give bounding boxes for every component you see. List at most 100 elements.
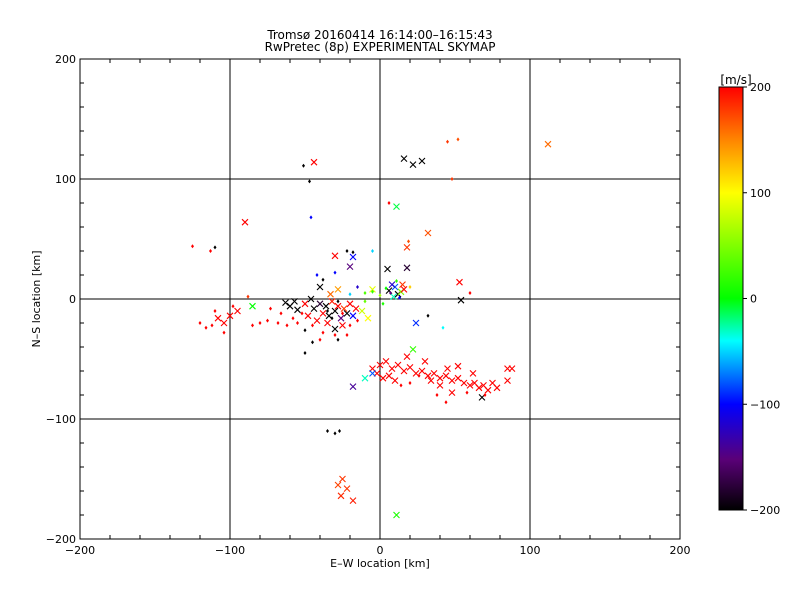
point-cross	[448, 389, 456, 396]
point-cross	[403, 353, 411, 360]
point-cross	[313, 317, 321, 324]
point-cross	[390, 293, 397, 300]
point-cross	[334, 286, 342, 293]
point-cross	[475, 384, 483, 392]
point-cross	[388, 365, 396, 372]
point-cross	[406, 364, 414, 371]
point-cross	[376, 361, 384, 369]
point-cross	[418, 157, 426, 165]
point-diamond	[398, 295, 401, 300]
point-cross	[379, 374, 387, 382]
point-diamond	[318, 337, 322, 342]
point-diamond	[408, 381, 412, 385]
point-diamond	[251, 323, 254, 328]
point-cross	[234, 307, 241, 315]
y-tick-label: −200	[46, 533, 76, 546]
point-diamond	[408, 285, 412, 289]
point-cross	[337, 314, 345, 322]
point-diamond	[356, 285, 359, 289]
point-cross	[454, 374, 462, 382]
data-points	[191, 137, 552, 519]
point-diamond	[417, 373, 421, 378]
point-cross	[349, 383, 357, 390]
colorbar	[718, 86, 744, 511]
y-tick-labels: −200 −100 0 100 200	[46, 53, 76, 546]
point-cross	[427, 377, 435, 384]
point-diamond	[435, 393, 439, 397]
point-cross	[436, 382, 444, 389]
point-cross	[400, 155, 408, 162]
point-cross	[424, 372, 432, 380]
point-cross	[409, 161, 417, 168]
point-cross	[304, 312, 312, 320]
point-cross	[349, 312, 357, 320]
gridlines	[80, 59, 680, 539]
point-cross	[226, 312, 234, 320]
point-cross	[382, 358, 390, 365]
point-cross	[393, 203, 400, 210]
point-cross	[339, 322, 346, 329]
point-cross	[384, 265, 391, 273]
point-cross	[436, 374, 444, 382]
point-diamond	[300, 311, 304, 316]
y-tick-label: −100	[46, 413, 76, 426]
point-diamond	[363, 291, 367, 295]
point-cross	[241, 218, 249, 226]
point-diamond	[213, 245, 217, 250]
point-cross	[388, 281, 396, 288]
point-diamond	[371, 249, 374, 253]
point-diamond	[371, 289, 374, 294]
point-cross	[409, 346, 417, 353]
point-cross	[484, 386, 492, 394]
axis-ticks	[80, 59, 680, 539]
point-cross	[249, 302, 256, 310]
point-diamond	[231, 304, 235, 309]
point-diamond	[326, 429, 329, 433]
point-cross	[393, 511, 400, 519]
colorbar-tick-label: 0	[750, 293, 757, 306]
point-diamond	[276, 321, 280, 325]
point-cross	[310, 305, 318, 312]
point-cross	[403, 264, 411, 272]
point-cross	[327, 290, 334, 298]
point-cross	[349, 497, 357, 504]
x-tick-label: 0	[377, 544, 384, 557]
point-cross	[334, 302, 342, 310]
point-diamond	[303, 351, 307, 355]
point-diamond	[315, 273, 319, 277]
point-cross	[339, 475, 346, 483]
x-axis-label: E–W location [km]	[330, 557, 430, 570]
point-diamond	[296, 321, 299, 325]
point-diamond	[269, 306, 272, 311]
point-cross	[346, 300, 354, 308]
point-diamond	[356, 318, 359, 323]
point-cross	[448, 377, 456, 384]
point-cross	[493, 384, 501, 392]
point-cross	[352, 305, 360, 312]
point-diamond	[333, 431, 337, 436]
chart-subtitle: RwPretec (8p) EXPERIMENTAL SKYMAP	[265, 40, 496, 54]
point-diamond	[345, 333, 349, 337]
point-cross	[454, 362, 462, 370]
colorbar-tick-label: 100	[750, 187, 771, 200]
point-cross	[307, 295, 315, 303]
point-cross	[337, 492, 345, 500]
y-tick-label: 0	[69, 293, 76, 306]
point-diamond	[345, 249, 349, 253]
point-diamond	[321, 330, 325, 335]
point-cross	[508, 365, 516, 372]
point-cross	[466, 382, 474, 389]
point-diamond	[351, 250, 355, 255]
point-cross	[316, 283, 324, 291]
point-cross	[430, 370, 438, 377]
point-diamond	[444, 400, 448, 405]
point-cross	[282, 299, 289, 306]
point-cross	[424, 229, 432, 237]
point-cross	[331, 252, 339, 260]
point-cross	[316, 300, 324, 308]
point-diamond	[209, 249, 212, 253]
point-diamond	[348, 323, 352, 328]
point-diamond	[321, 277, 325, 282]
point-diamond	[395, 279, 398, 283]
point-diamond	[266, 318, 269, 323]
